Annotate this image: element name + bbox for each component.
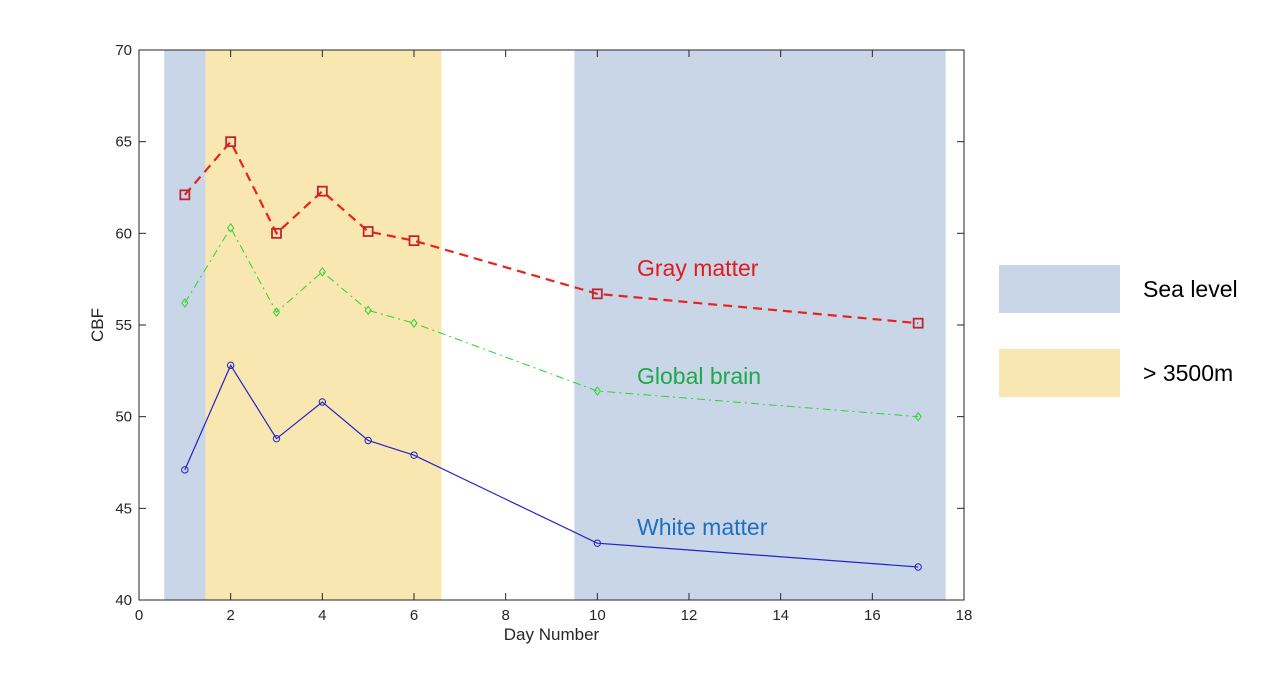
y-tick-label-40: 40: [115, 592, 132, 609]
series-markers: [179, 136, 924, 571]
marker-global-brain-2: [272, 307, 281, 317]
legend-swatch-sea-level: [999, 265, 1120, 313]
x-tick-label-16: 16: [864, 607, 881, 624]
y-axis-label: CBF: [88, 308, 107, 342]
x-axis-label: Day Number: [504, 625, 600, 644]
marker-gray-matter-1: [225, 136, 237, 148]
marker-white-matter-6: [593, 539, 602, 547]
y-tick-label-60: 60: [115, 225, 132, 242]
marker-global-brain-0: [181, 298, 189, 308]
legend: Sea level > 3500m: [999, 265, 1238, 397]
shaded-region-sea-level-0: [164, 50, 206, 600]
marker-gray-matter-5: [408, 235, 420, 247]
shaded-region-sea-level-2: [574, 50, 946, 600]
axis-ticks: [138, 49, 965, 601]
marker-white-matter-7: [914, 563, 922, 571]
y-tick-label-65: 65: [115, 134, 132, 151]
shaded-regions: [164, 50, 946, 600]
y-tick-label-45: 45: [115, 500, 132, 517]
legend-swatch-high-altitude: [999, 349, 1120, 397]
annotation-gray-matter: Gray matter: [637, 255, 759, 281]
x-tick-label-14: 14: [772, 607, 789, 624]
marker-global-brain-3: [318, 267, 326, 277]
legend-label-sea-level: Sea level: [1143, 276, 1238, 302]
marker-gray-matter-4: [362, 226, 374, 237]
line-global-brain: [184, 226, 919, 418]
x-tick-label-4: 4: [318, 607, 326, 624]
marker-gray-matter-0: [179, 189, 191, 201]
line-white-matter: [184, 364, 919, 568]
y-tick-label-55: 55: [115, 317, 132, 334]
marker-global-brain-4: [364, 305, 372, 316]
marker-white-matter-2: [272, 434, 281, 443]
tick-labels: 0 2 4 6 8 10 12 14 16 18 40 45 50 55 60 65 70: [115, 42, 972, 624]
x-tick-label-2: 2: [226, 607, 234, 624]
marker-global-brain-1: [227, 222, 235, 233]
x-tick-label-8: 8: [501, 607, 509, 624]
x-tick-label-10: 10: [589, 607, 606, 624]
series-lines: [184, 139, 919, 568]
x-tick-label-12: 12: [681, 607, 698, 624]
marker-white-matter-5: [410, 451, 418, 459]
marker-gray-matter-7: [912, 317, 924, 329]
marker-gray-matter-6: [591, 288, 603, 300]
legend-label-high-altitude: > 3500m: [1143, 360, 1233, 386]
marker-white-matter-4: [364, 436, 372, 445]
marker-gray-matter-3: [316, 185, 328, 197]
marker-white-matter-3: [318, 398, 327, 406]
marker-global-brain-5: [410, 318, 418, 328]
marker-white-matter-0: [181, 466, 189, 474]
marker-gray-matter-2: [271, 227, 282, 239]
marker-white-matter-1: [226, 361, 235, 370]
marker-global-brain-6: [593, 386, 601, 396]
x-tick-label-18: 18: [956, 607, 973, 624]
shaded-region-3500m-1: [205, 50, 442, 600]
x-tick-label-6: 6: [410, 607, 418, 624]
line-gray-matter: [184, 139, 919, 325]
x-tick-label-0: 0: [135, 607, 143, 624]
annotation-global-brain: Global brain: [637, 363, 761, 389]
y-tick-label-50: 50: [115, 409, 132, 426]
y-tick-label-70: 70: [115, 42, 132, 59]
annotation-white-matter: White matter: [637, 514, 768, 540]
marker-global-brain-7: [914, 411, 922, 422]
